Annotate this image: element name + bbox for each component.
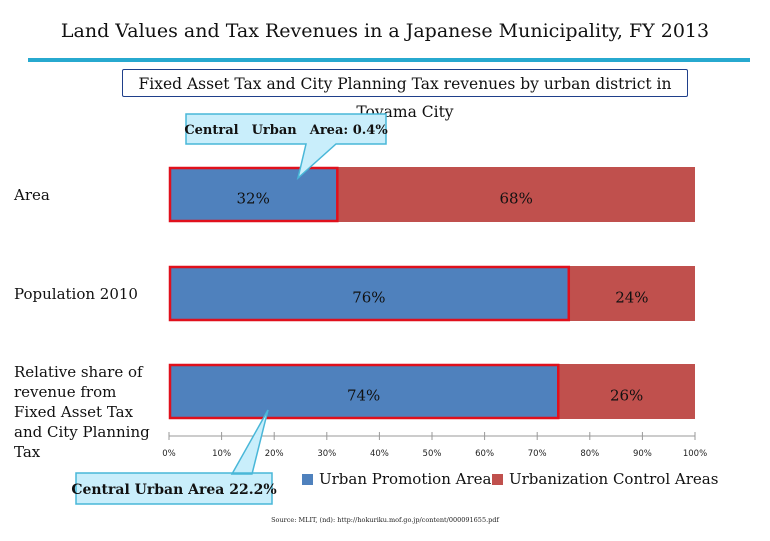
bar-urbanization-control-2 [558,364,695,419]
data-label-urbanization-control-0: 68% [499,190,532,208]
legend-item-urban-promotion: Urban Promotion Areas [302,470,499,488]
bar-urbanization-control-0 [337,167,695,222]
x-tick-label-3: 30% [317,449,336,459]
x-tick-label-1: 10% [212,449,231,459]
data-label-urbanization-control-1: 24% [615,289,648,307]
data-label-urbanization-control-2: 26% [610,387,643,405]
legend-item-urbanization-control: Urbanization Control Areas [492,470,718,488]
data-label-urban-promotion-1: 76% [352,289,385,307]
x-tick-label-9: 90% [633,449,652,459]
legend-swatch-red [492,473,503,485]
x-tick-label-10: 100% [683,449,707,459]
legend-label-urban-promotion: Urban Promotion Areas [319,470,500,488]
legend-label-urbanization-control: Urbanization Control Areas [509,470,719,488]
highlight-border-1 [168,265,571,322]
category-label-population: Population 2010 [14,285,138,303]
x-tick-label-0: 0% [162,449,176,459]
source-note: Source: MLIT, (nd): http://hokuriku.mof.… [271,516,499,524]
x-tick-label-5: 50% [423,449,442,459]
callout-central-urban-area-22-2-text: Central Urban Area 22.2% [71,482,276,498]
callout-central-urban-area-0-4-text: Central Urban Area: 0.4% [184,123,388,138]
highlight-border-0 [168,166,339,223]
bar-urban-promotion-0 [169,167,338,222]
x-tick-label-4: 40% [370,449,389,459]
x-tick-label-2: 20% [265,449,284,459]
data-label-urban-promotion-0: 32% [236,190,269,208]
title-underline [28,58,750,62]
legend-swatch-blue [302,473,313,485]
bar-urbanization-control-1 [568,266,695,321]
callout-central-urban-area-0-4-bubble [185,113,387,181]
bar-urban-promotion-2 [169,364,559,419]
x-tick-label-6: 60% [475,449,494,459]
callout-central-urban-area-22-2-bubble [75,409,273,505]
highlight-border-2 [168,363,560,420]
category-label-area: Area [14,186,50,204]
chart-title: Land Values and Tax Revenues in a Japane… [60,20,710,42]
category-label-revenue: Relative share of revenue from Fixed Ass… [14,363,150,461]
x-tick-label-7: 70% [528,449,547,459]
x-tick-label-8: 80% [580,449,599,459]
bar-urban-promotion-1 [169,266,569,321]
data-label-urban-promotion-2: 74% [347,387,380,405]
